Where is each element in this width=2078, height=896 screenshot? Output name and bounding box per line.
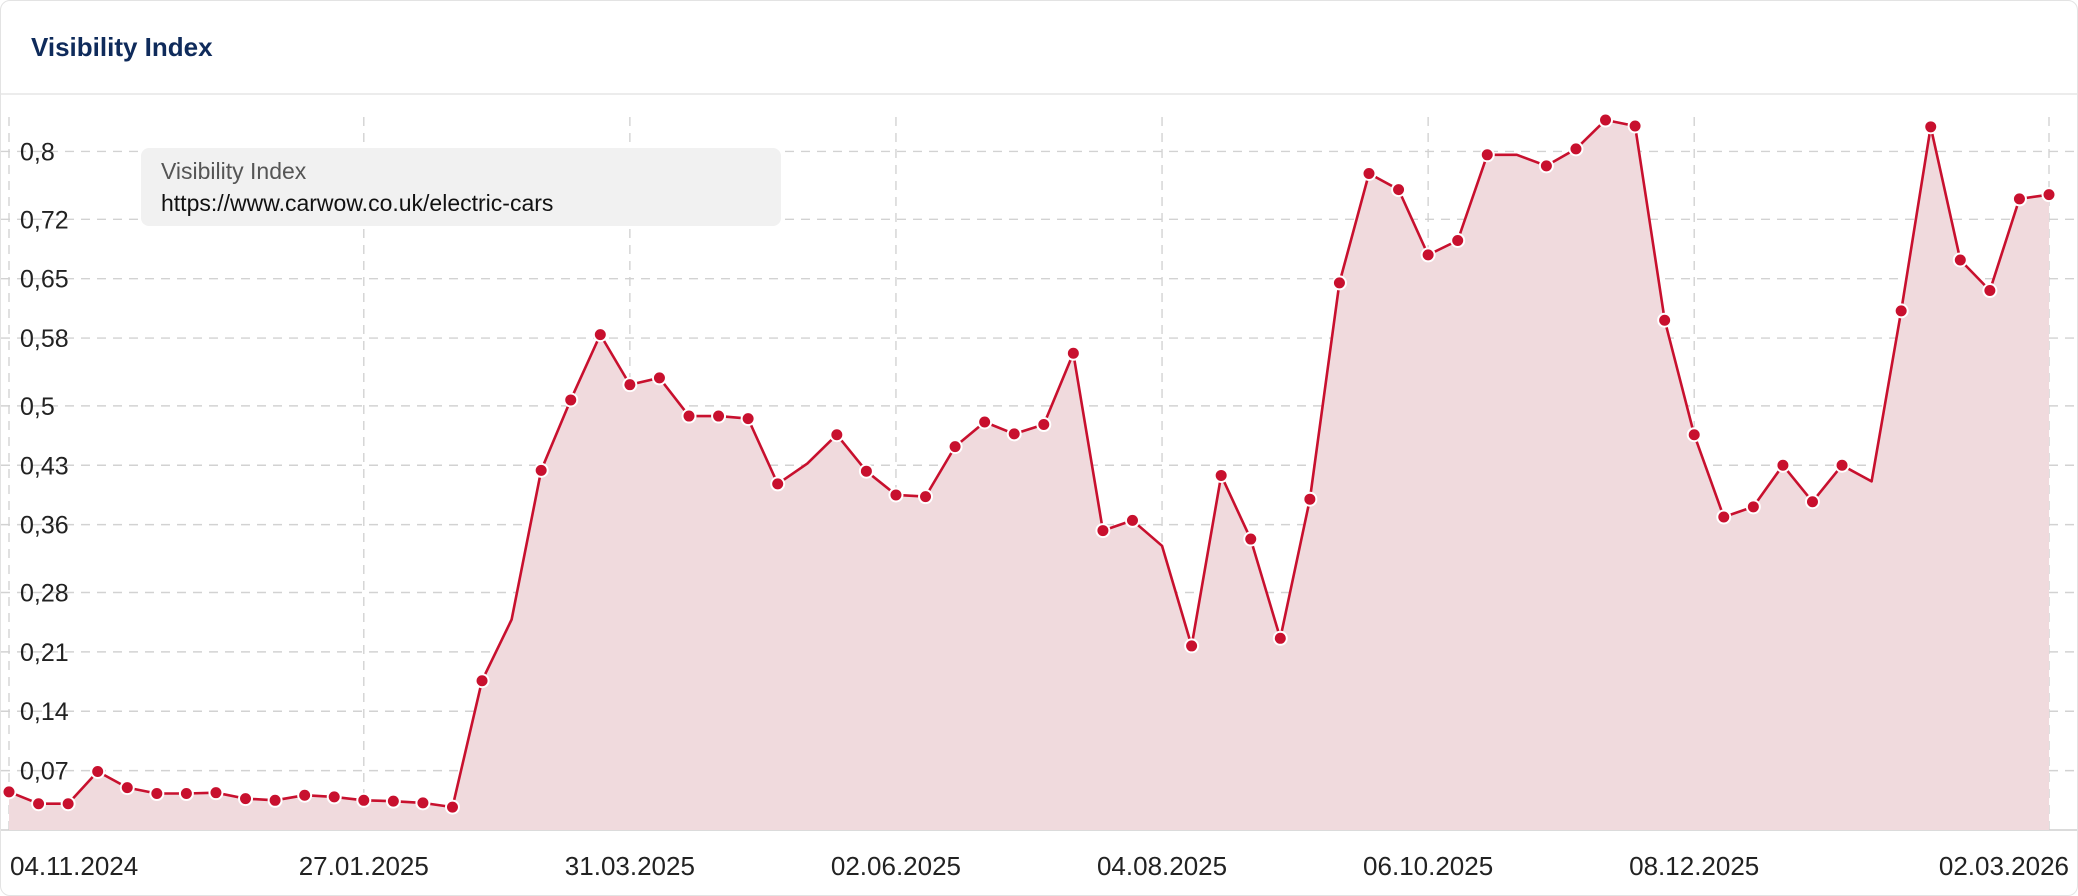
x-tick-label: 04.11.2024 [10,851,138,881]
y-tick-label: 0,28 [20,579,69,607]
data-point[interactable] [1657,312,1673,328]
data-point[interactable] [1568,141,1584,157]
y-tick-label: 0,58 [20,325,69,353]
data-point[interactable] [238,791,254,807]
data-point[interactable] [533,462,549,478]
y-tick-label: 0,14 [20,698,69,726]
data-point[interactable] [888,487,904,503]
data-point[interactable] [60,796,76,812]
data-point[interactable] [1686,427,1702,443]
data-point[interactable] [1893,303,1909,319]
data-point[interactable] [563,392,579,408]
data-point[interactable] [1213,467,1229,483]
y-tick-label: 0,5 [20,393,55,421]
data-point[interactable] [947,439,963,455]
data-points [1,112,2057,815]
data-point[interactable] [1923,119,1939,135]
y-tick-label: 0,21 [20,639,69,667]
data-point[interactable] [1627,118,1643,134]
data-point[interactable] [2041,187,2057,203]
data-point[interactable] [858,463,874,479]
data-point[interactable] [1952,252,1968,268]
data-point[interactable] [829,427,845,443]
x-tick-label: 02.03.2026 [1939,851,2069,881]
card-header: Visibility Index [1,1,2077,95]
data-point[interactable] [1420,247,1436,263]
data-point[interactable] [356,792,372,808]
x-axis-ticks: 04.11.2024 27.01.2025 31.03.2025 02.06.2025… [10,851,2069,881]
data-point[interactable] [1302,491,1318,507]
data-point[interactable] [770,476,786,492]
x-tick-label: 04.08.2025 [1097,851,1227,881]
data-point[interactable] [119,780,135,796]
data-point[interactable] [1361,165,1377,181]
x-tick-label: 02.06.2025 [831,851,961,881]
x-tick-label: 08.12.2025 [1629,851,1759,881]
data-point[interactable] [1982,283,1998,299]
data-point[interactable] [1243,531,1259,547]
data-point[interactable] [977,414,993,430]
y-axis-ticks: 0,07 0,14 0,21 0,28 0,36 0,43 0,5 0,58 0,65 0,72 0… [20,138,69,785]
data-point[interactable] [326,789,342,805]
data-point[interactable] [1775,457,1791,473]
legend-series-name: Visibility Index [161,158,307,184]
data-point[interactable] [2011,191,2027,207]
data-point[interactable] [385,793,401,809]
y-tick-label: 0,8 [20,138,55,166]
y-tick-label: 0,43 [20,452,69,480]
data-point[interactable] [297,787,313,803]
visibility-line [8,118,2050,809]
data-point[interactable] [1716,509,1732,525]
chart-legend: Visibility Index https://www.carwow.co.u… [141,148,781,226]
y-tick-label: 0,07 [20,758,69,786]
data-point[interactable] [267,792,283,808]
data-point[interactable] [1538,158,1554,174]
data-point[interactable] [149,786,165,802]
data-point[interactable] [1450,232,1466,248]
visibility-area [9,120,2049,830]
data-point[interactable] [1479,147,1495,163]
data-point[interactable] [622,377,638,393]
data-point[interactable] [31,796,47,812]
x-tick-label: 06.10.2025 [1363,851,1493,881]
data-point[interactable] [415,795,431,811]
data-point[interactable] [1184,638,1200,654]
data-point[interactable] [740,411,756,427]
data-point[interactable] [1124,512,1140,528]
x-tick-label: 27.01.2025 [299,851,429,881]
data-point[interactable] [1598,112,1614,128]
data-point[interactable] [651,370,667,386]
data-point[interactable] [1745,499,1761,515]
data-point[interactable] [90,763,106,779]
data-point[interactable] [1,784,17,800]
data-point[interactable] [1065,345,1081,361]
y-tick-label: 0,65 [20,266,69,294]
data-point[interactable] [1804,494,1820,510]
card-title: Visibility Index [31,32,213,62]
data-point[interactable] [1834,457,1850,473]
data-point[interactable] [1095,523,1111,539]
data-point[interactable] [1391,182,1407,198]
data-point[interactable] [208,785,224,801]
data-point[interactable] [681,408,697,424]
data-point[interactable] [1272,630,1288,646]
data-point[interactable] [592,327,608,343]
y-tick-label: 0,72 [20,206,69,234]
data-point[interactable] [178,786,194,802]
data-point[interactable] [918,489,934,505]
legend-series-url: https://www.carwow.co.uk/electric-cars [161,190,554,216]
x-tick-label: 31.03.2025 [565,851,695,881]
data-point[interactable] [474,673,490,689]
data-point[interactable] [1331,275,1347,291]
y-tick-label: 0,36 [20,512,69,540]
data-point[interactable] [444,799,460,815]
data-point[interactable] [1036,417,1052,433]
data-point[interactable] [711,408,727,424]
data-point[interactable] [1006,426,1022,442]
